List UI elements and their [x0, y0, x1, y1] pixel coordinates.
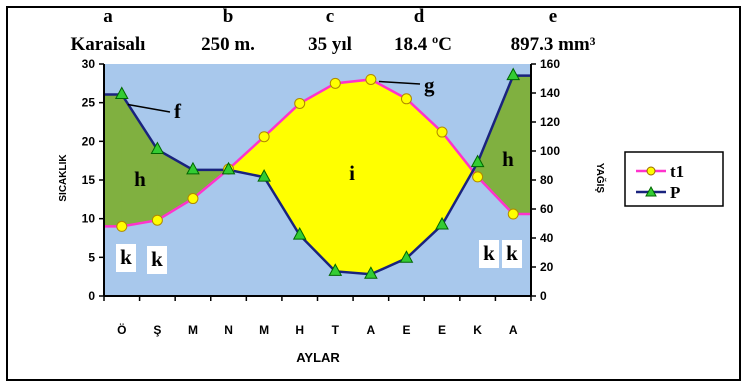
- temperature-point-6: [329, 77, 341, 89]
- g-leader-line: [378, 80, 421, 85]
- f-leader-line: [127, 103, 171, 113]
- station-name: Karaisalı: [71, 34, 146, 55]
- y-left-tick-label-1: 5: [88, 250, 95, 264]
- legend-marker-p: [645, 185, 657, 197]
- header-letter-c: c: [326, 6, 334, 27]
- annotation-i: i: [349, 161, 355, 185]
- header-letter-d: d: [414, 6, 425, 27]
- temperature-point-1: [151, 214, 163, 226]
- temperature-point-4: [258, 131, 270, 143]
- x-tick-label-4: M: [259, 323, 269, 337]
- annotation-h-left: h: [134, 167, 146, 191]
- temperature-point-10: [472, 171, 484, 183]
- annotation-k-1: k: [151, 247, 163, 271]
- precipitation-point-5: [292, 227, 307, 240]
- x-tick-label-6: T: [332, 323, 340, 337]
- y-right-tick-label-6: 120: [540, 115, 560, 129]
- annotation-g: g: [424, 73, 435, 97]
- y-right-tick-label-8: 160: [540, 57, 560, 71]
- axes: 0 5 10 15 20 25 30 0 20 40 60 80 100 120 140 160 Ö Ş M N M H T…: [82, 57, 561, 337]
- x-tick-label-11: A: [509, 323, 518, 337]
- x-tick-label-9: E: [438, 323, 446, 337]
- precipitation-point-2: [186, 161, 200, 175]
- y-right-tick-label-2: 40: [540, 231, 554, 245]
- header-letter-a: a: [103, 6, 113, 27]
- y-left-tick-label-4: 20: [82, 134, 96, 148]
- annual-precipitation: 897.3 mm³: [511, 34, 596, 55]
- annotation-h-right: h: [502, 147, 514, 171]
- y-right-tick-label-0: 0: [540, 289, 547, 303]
- humid-period-region: [512, 75, 532, 215]
- temperature-point-11: [507, 208, 519, 220]
- temperature-point-5: [294, 97, 306, 109]
- precipitation-point-4: [257, 169, 271, 182]
- x-tick-label-3: N: [224, 323, 233, 337]
- y-right-tick-label-3: 60: [540, 202, 554, 216]
- precipitation-point-0: [114, 86, 129, 99]
- humid-period-region: [103, 94, 123, 227]
- observation-period: 35 yıl: [308, 34, 352, 55]
- temperature-point-7: [365, 73, 377, 85]
- header-letter-b: b: [223, 6, 234, 27]
- header-letter-e: e: [549, 6, 557, 27]
- y-right-tick-label-1: 20: [540, 260, 554, 274]
- annotation-k-2: k: [483, 241, 495, 265]
- precipitation-point-6: [328, 263, 343, 276]
- y-axis-title-left: SICAKLIK: [58, 154, 69, 202]
- y-left-tick-label-0: 0: [88, 289, 95, 303]
- legend-label-t1: t1: [670, 162, 684, 181]
- legend-box: [624, 151, 724, 207]
- y-axis-title-right: YAĞIŞ: [594, 163, 607, 194]
- legend-label-p: P: [670, 183, 680, 202]
- precipitation-point-9: [435, 216, 449, 230]
- annotation-f: f: [174, 99, 182, 123]
- x-tick-label-0: Ö: [117, 322, 126, 337]
- x-tick-label-7: A: [367, 323, 376, 337]
- x-tick-label-1: Ş: [153, 323, 161, 337]
- x-tick-label-10: K: [473, 323, 482, 337]
- precipitation-point-3: [221, 161, 236, 175]
- x-tick-label-2: M: [188, 323, 198, 337]
- temperature-point-9: [436, 126, 448, 138]
- k-label-box-2: [479, 240, 499, 268]
- precipitation-point-7: [364, 266, 378, 279]
- station-elevation: 250 m.: [201, 34, 255, 55]
- temperature-point-8: [400, 93, 412, 105]
- y-left-tick-label-5: 25: [82, 96, 96, 110]
- mean-temperature: 18.4 ºC: [394, 34, 452, 55]
- precipitation-point-8: [399, 250, 414, 263]
- k-label-box-1: [147, 246, 167, 274]
- precipitation-point-10: [470, 154, 485, 168]
- dry-period-region: [370, 78, 407, 275]
- k-label-box-3: [502, 240, 522, 268]
- precipitation-point-11: [506, 67, 521, 81]
- y-right-tick-label-4: 80: [540, 173, 554, 187]
- y-right-tick-label-5: 100: [540, 144, 560, 158]
- temperature-point-0: [116, 220, 128, 232]
- y-left-tick-label-2: 10: [82, 212, 96, 226]
- precipitation-point-1: [150, 141, 165, 155]
- legend: t1 P: [624, 151, 724, 207]
- x-axis-title: AYLAR: [296, 350, 340, 365]
- y-right-tick-label-7: 140: [540, 86, 560, 100]
- temperature-line: [104, 78, 531, 228]
- legend-marker-t1: [646, 166, 656, 176]
- annotation-k-3: k: [506, 241, 518, 265]
- series-markers: [114, 67, 521, 279]
- annotation-k-0: k: [120, 245, 132, 269]
- x-tick-label-5: H: [295, 323, 304, 337]
- y-left-tick-label-3: 15: [82, 173, 96, 187]
- x-tick-label-8: E: [402, 323, 410, 337]
- y-left-tick-label-6: 30: [82, 57, 96, 71]
- header: a b c d e Karaisalı 250 m. 35 yıl 18.4 º…: [71, 6, 596, 55]
- temperature-point-2: [187, 193, 199, 205]
- k-label-box-0: [116, 244, 136, 272]
